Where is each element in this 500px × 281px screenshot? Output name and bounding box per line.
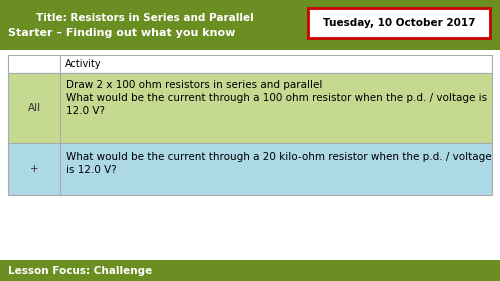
Bar (8, 73, 492, 143)
Text: All: All (28, 103, 40, 113)
Text: Tuesday, 10 October 2017: Tuesday, 10 October 2017 (323, 18, 475, 28)
Text: 12.0 V?: 12.0 V? (66, 106, 105, 116)
Bar (8, 143, 492, 195)
Text: +: + (30, 164, 38, 174)
Text: Draw 2 x 100 ohm resistors in series and parallel: Draw 2 x 100 ohm resistors in series and… (66, 80, 322, 90)
Bar (308, 8, 490, 38)
Text: What would be the current through a 20 kilo-ohm resistor when the p.d. / voltage: What would be the current through a 20 k… (66, 152, 492, 162)
Text: Lesson Focus: Challenge: Lesson Focus: Challenge (8, 266, 152, 275)
Bar (0, 260, 500, 281)
Bar (0, 0, 500, 50)
Text: What would be the current through a 100 ohm resistor when the p.d. / voltage is: What would be the current through a 100 … (66, 93, 487, 103)
Text: is 12.0 V?: is 12.0 V? (66, 165, 117, 175)
Bar (8, 55, 492, 73)
Text: Starter – Finding out what you know: Starter – Finding out what you know (8, 28, 235, 38)
Text: Activity: Activity (65, 59, 102, 69)
Text: Title: Resistors in Series and Parallel: Title: Resistors in Series and Parallel (36, 13, 254, 23)
